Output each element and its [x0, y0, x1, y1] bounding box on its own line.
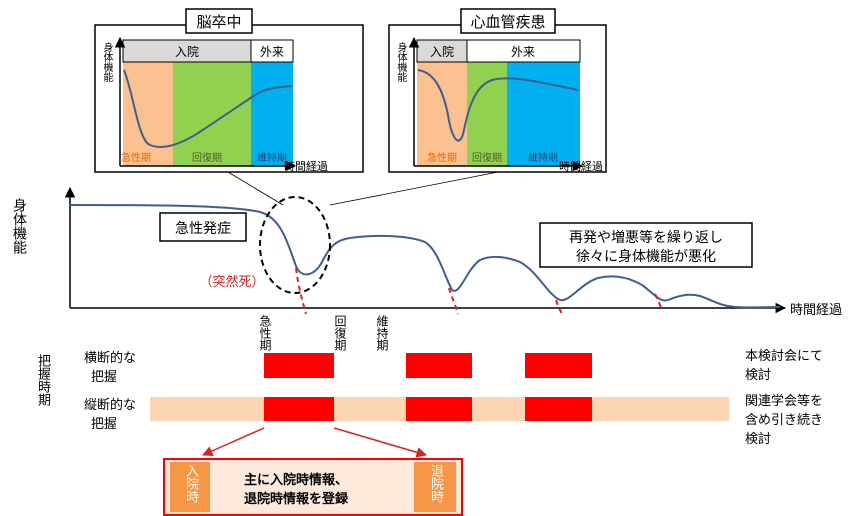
registration-text-line1: 主に入院時情報、 — [244, 472, 348, 488]
sudden-death-drop-3 — [555, 299, 563, 315]
maintenance-phase-area — [251, 62, 293, 166]
longitudinal-block-1 — [264, 397, 334, 421]
row2-note-line3: 検討 — [745, 431, 771, 447]
x-axis-label: 時間経過 — [284, 160, 328, 173]
stroke-recovery-curve — [123, 69, 293, 148]
acute-phase-label: 急性期 — [427, 151, 457, 164]
main-function-curve — [69, 204, 781, 309]
stroke-title-box — [185, 8, 253, 34]
stroke-title: 脳卒中 — [196, 13, 241, 31]
cvd-title: 心血管疾患 — [470, 13, 545, 31]
registration-box — [163, 458, 463, 516]
discharge-tag — [414, 462, 456, 512]
onset-callout-text: 急性発症 — [175, 221, 231, 237]
cross-sectional-block-3 — [525, 353, 592, 378]
row1-note-line2: 検討 — [745, 367, 771, 383]
x-axis-label: 時間経過 — [559, 160, 603, 173]
relapse-callout-line1: 再発や増悪等を繰り返し — [569, 229, 723, 246]
row2-label-line1: 縦断的な — [84, 397, 136, 413]
outpatient-header — [250, 39, 294, 63]
grasp-section-label: 把握時期 — [35, 354, 50, 406]
row1-note-line1: 本検討会にて — [745, 348, 823, 364]
onset-highlight-ellipse — [259, 196, 331, 294]
cvd-title-box — [460, 8, 556, 34]
row2-note-line1: 関連学会等を — [745, 393, 823, 409]
cvd-recovery-curve — [417, 69, 579, 142]
acute-phase-area — [123, 62, 173, 166]
outpatient-header-label: 外来 — [511, 45, 535, 59]
cvd-y-axis-label: 身体機能 — [395, 42, 406, 82]
arrow-to-discharge — [333, 427, 428, 458]
inset-cvd: 入院 外来 急性期 回復期 維持期 時間経過 — [388, 24, 607, 173]
row1-label-line2: 把握 — [91, 370, 117, 385]
recovery-phase-label: 回復期 — [472, 151, 502, 164]
row1-label-line1: 横断的な — [84, 350, 136, 366]
main-x-axis-label: 時間経過 — [790, 303, 842, 318]
admission-tag — [170, 462, 210, 512]
phase-acute-label: 急性期 — [258, 315, 272, 351]
stroke-y-axis-label: 身体機能 — [101, 42, 112, 82]
cross-sectional-block-1 — [264, 353, 334, 378]
outpatient-header — [466, 39, 581, 63]
acute-phase-area — [417, 62, 467, 166]
recovery-phase-area — [173, 62, 251, 166]
onset-callout-box — [159, 212, 247, 242]
acute-phase-label: 急性期 — [121, 151, 151, 164]
longitudinal-block-2 — [406, 397, 472, 421]
inset-stroke: 入院 外来 急性期 回復期 維持期 時間経過 — [94, 24, 364, 173]
outpatient-header-label: 外来 — [260, 45, 284, 59]
zoom-connector-left — [227, 171, 284, 206]
maintenance-phase-label: 維持期 — [528, 151, 558, 164]
registration-text-line2: 退院時情報を登録 — [244, 491, 349, 507]
sudden-death-drop-2 — [448, 287, 459, 315]
phase-recovery-label: 回復期 — [333, 315, 347, 351]
maintenance-phase-label: 維持期 — [257, 151, 287, 164]
admission-tag-label: 入院時 — [183, 464, 198, 503]
arrow-to-admission — [202, 427, 265, 456]
relapse-callout-box — [539, 222, 753, 268]
sudden-death-drop-4 — [654, 293, 663, 311]
recovery-phase-label: 回復期 — [192, 151, 222, 164]
longitudinal-block-3 — [525, 397, 592, 421]
relapse-callout-line2: 徐々に身体機能が悪化 — [576, 249, 716, 265]
cross-sectional-block-2 — [406, 353, 472, 378]
inpatient-header-label: 入院 — [175, 45, 199, 59]
maintenance-phase-area — [507, 62, 580, 166]
main-y-axis-label: 身体機能 — [11, 198, 27, 254]
row2-label-line2: 把握 — [91, 417, 117, 432]
inpatient-header-label: 入院 — [430, 45, 454, 59]
sudden-death-label: （突然死） — [199, 274, 264, 290]
discharge-tag-label: 退院時 — [428, 464, 443, 503]
phase-maintenance-label: 維持期 — [375, 315, 389, 351]
row2-note-line2: 含め引き続き — [745, 412, 823, 428]
zoom-connector-right — [329, 171, 499, 206]
sudden-death-drop-1 — [295, 267, 307, 315]
